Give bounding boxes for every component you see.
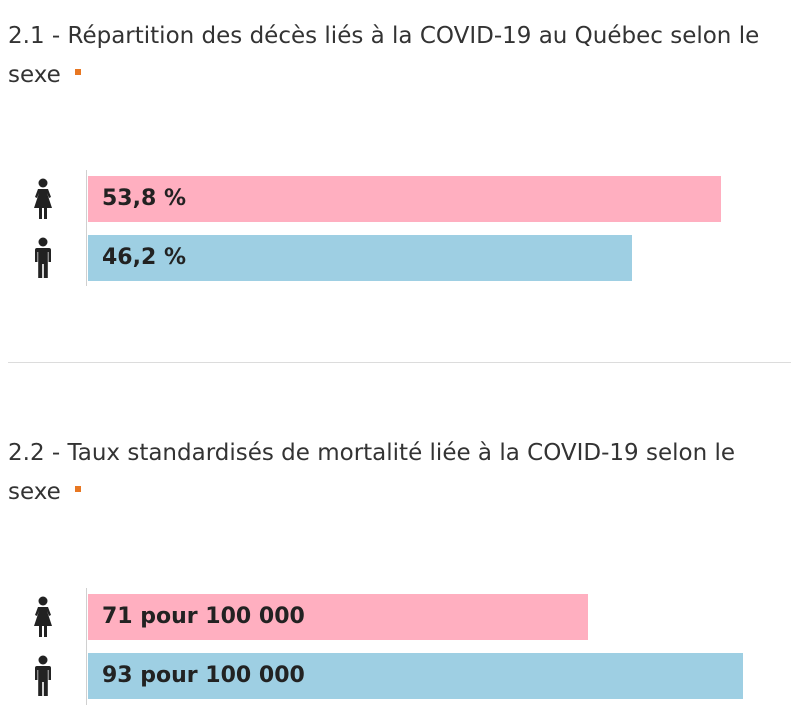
bar-male [88, 653, 743, 699]
female-icon [34, 178, 52, 219]
female-icon [34, 596, 52, 637]
chart-title-text: 2.1 - Répartition des décès liés à la CO… [8, 23, 760, 88]
bar-value-label: 71 pour 100 000 [102, 604, 305, 629]
bar-female [88, 176, 721, 222]
bar-value-label: 46,2 % [102, 245, 186, 270]
chart-title-text: 2.2 - Taux standardisés de mortalité lié… [8, 440, 736, 505]
male-icon [35, 655, 51, 696]
chart-title-2-2: 2.2 - Taux standardisés de mortalité lié… [8, 434, 788, 512]
note-marker[interactable] [74, 68, 81, 75]
bar-value-label: 93 pour 100 000 [102, 663, 305, 688]
chart-axis [86, 170, 87, 286]
male-icon [35, 237, 51, 278]
bar-female [88, 594, 588, 640]
chart-axis [86, 588, 87, 705]
section-divider [8, 362, 791, 363]
note-marker[interactable] [74, 485, 81, 492]
chart-title-2-1: 2.1 - Répartition des décès liés à la CO… [8, 17, 788, 95]
bar-male [88, 235, 632, 281]
bar-value-label: 53,8 % [102, 186, 186, 211]
